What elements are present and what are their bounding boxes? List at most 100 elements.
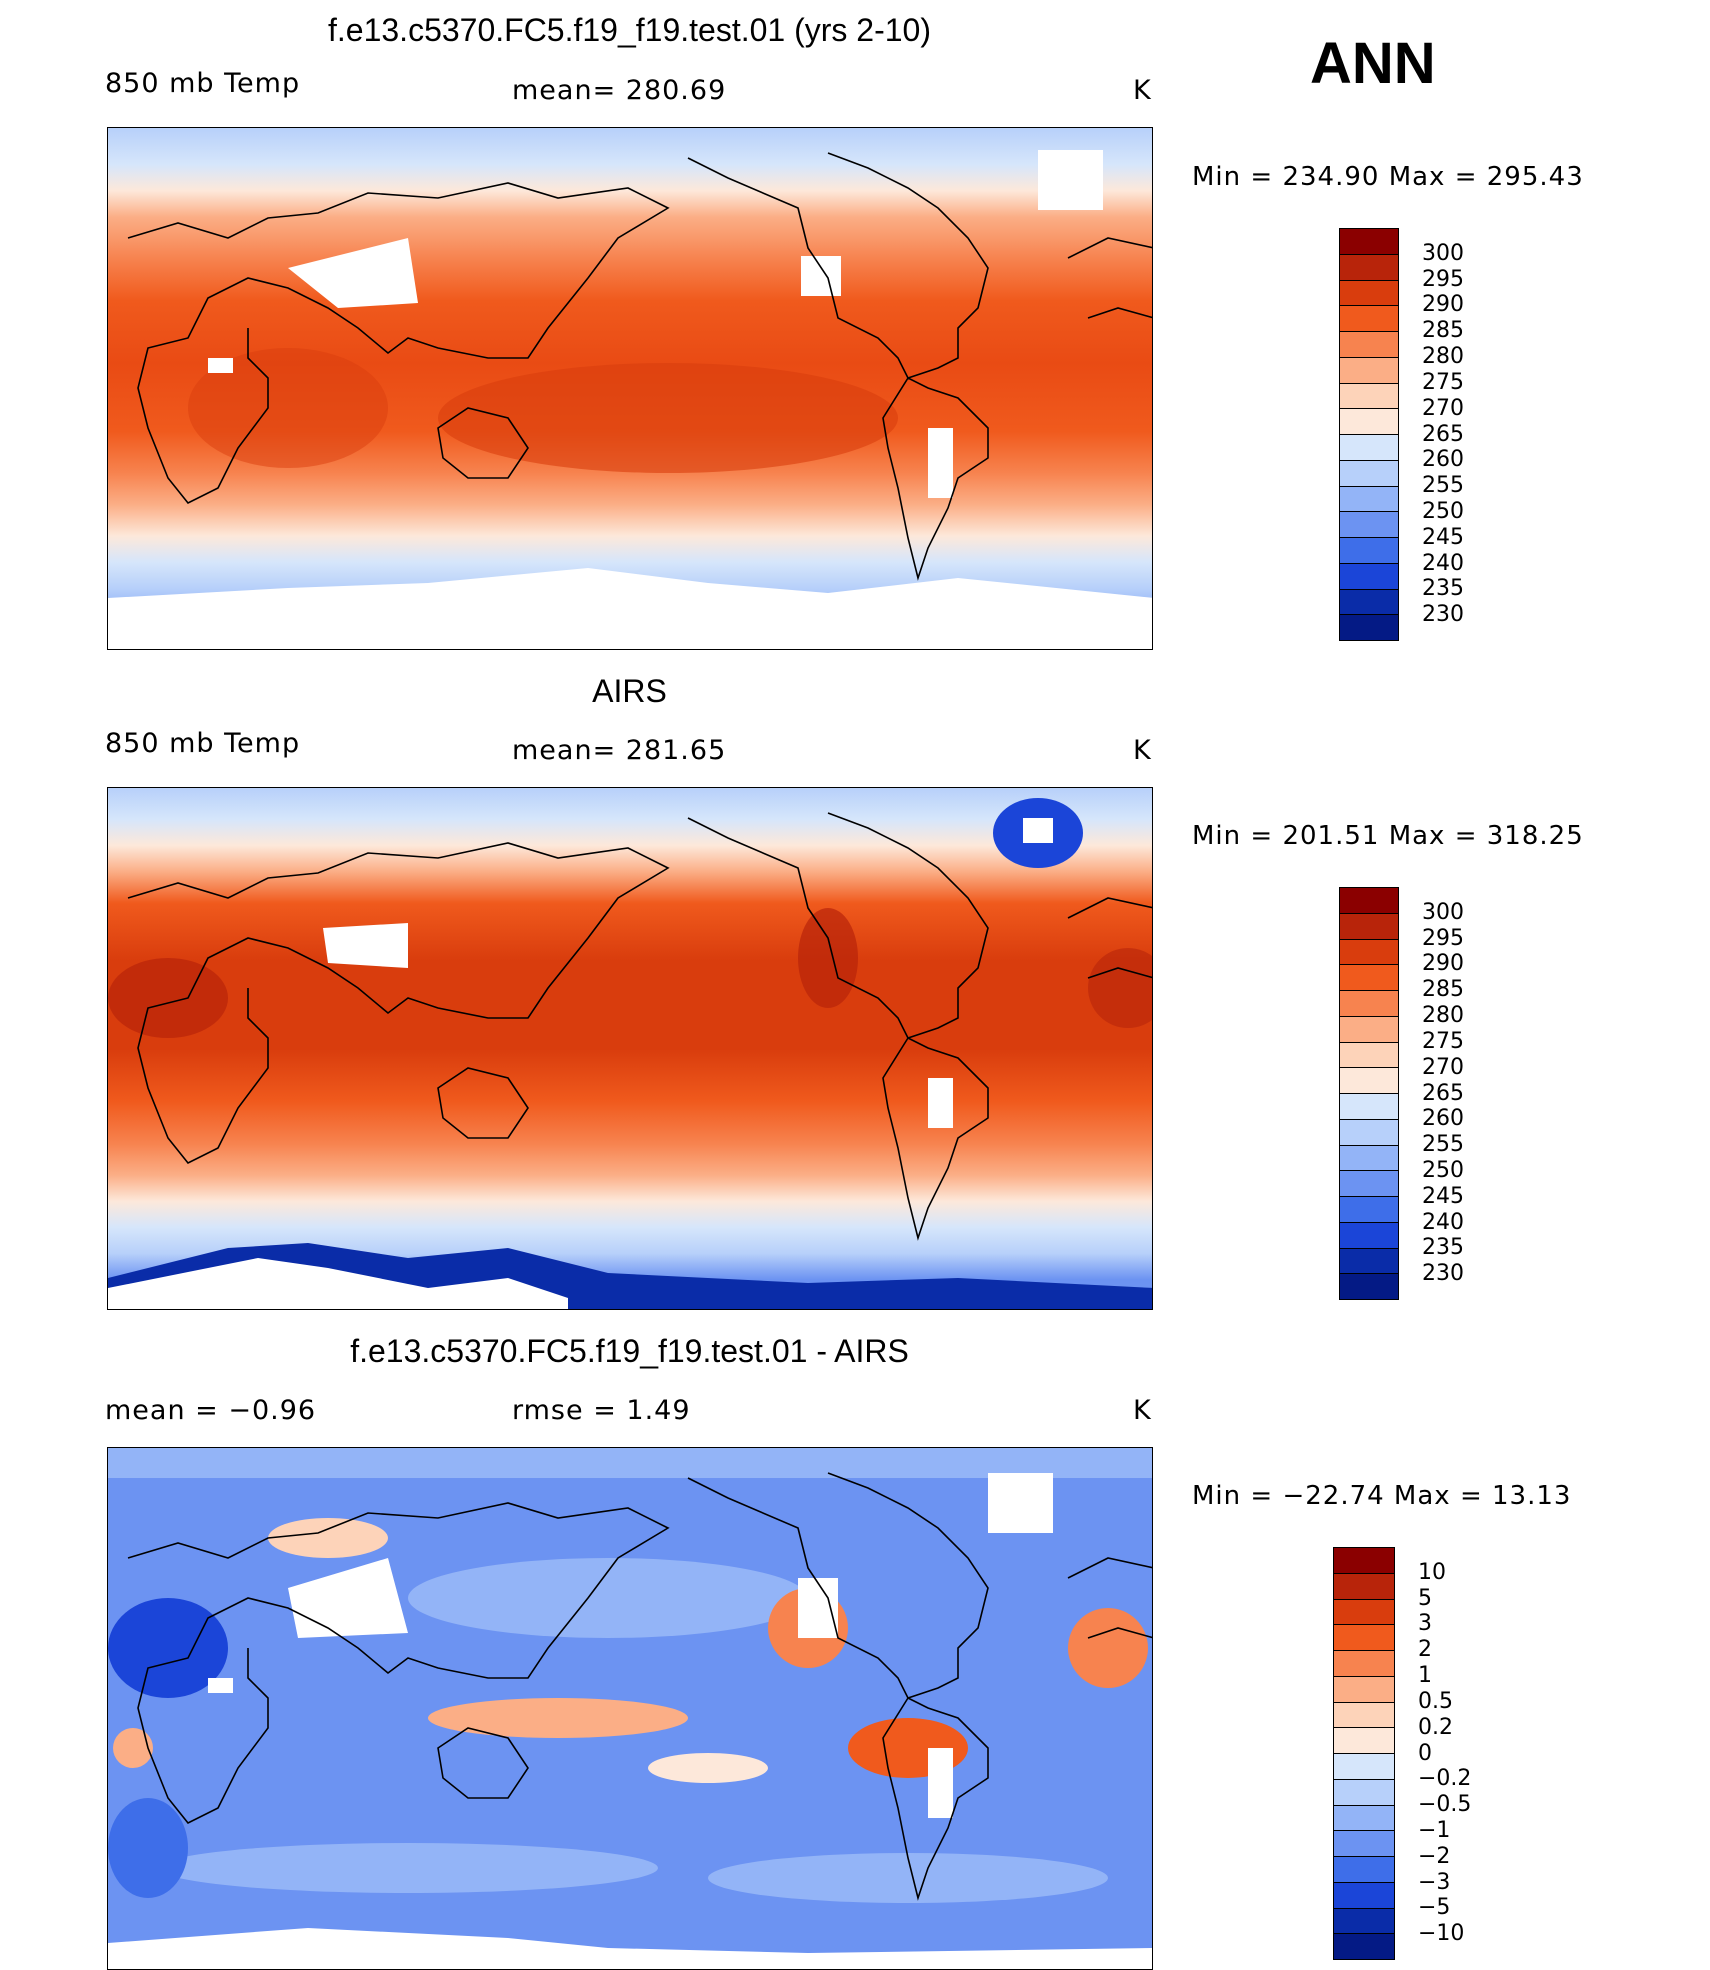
colorbar-swatch <box>1334 1548 1394 1574</box>
colorbar-tick-label: 255 <box>1422 1132 1464 1158</box>
colorbar-swatch <box>1340 306 1398 332</box>
colorbar-tick-label: 250 <box>1422 1157 1464 1183</box>
colorbar-swatch <box>1334 1573 1394 1600</box>
colorbar-tick-label: 1 <box>1418 1663 1432 1689</box>
colorbar-swatch <box>1340 1119 1398 1146</box>
colorbar-tick-label: 300 <box>1422 240 1464 266</box>
panel-3-rmse-label: rmse = 1.49 <box>512 1395 691 1426</box>
colorbar-swatch <box>1334 1625 1394 1651</box>
colorbar-tick-label: 280 <box>1422 344 1464 370</box>
colorbar-tick-label: 2 <box>1418 1637 1432 1663</box>
colorbar-swatch <box>1340 1248 1398 1275</box>
colorbar-swatch <box>1334 1702 1394 1729</box>
colorbar-tick-label: 245 <box>1422 1183 1464 1209</box>
panel-1-variable-label: 850 mb Temp <box>105 68 301 99</box>
colorbar-swatch <box>1334 1779 1394 1806</box>
colorbar-tick-label: 255 <box>1422 473 1464 499</box>
colorbar-swatch <box>1340 991 1398 1017</box>
colorbar-swatch <box>1334 1599 1394 1626</box>
colorbar-tick-label: 240 <box>1422 1209 1464 1235</box>
colorbar-tick-label: 290 <box>1422 292 1464 318</box>
colorbar-tick-label: 0.2 <box>1418 1714 1453 1740</box>
colorbar-tick-label: 280 <box>1422 1003 1464 1029</box>
colorbar-tick-label: −3 <box>1418 1869 1451 1895</box>
colorbar-swatch <box>1334 1831 1394 1857</box>
colorbar-tick-label: −0.5 <box>1418 1792 1472 1818</box>
colorbar-tick-label: 285 <box>1422 318 1464 344</box>
colorbar-swatch <box>1340 460 1398 487</box>
colorbar-swatch <box>1340 280 1398 307</box>
colorbar-swatch <box>1340 939 1398 966</box>
colorbar-swatch <box>1340 1016 1398 1043</box>
season-label: ANN <box>1310 31 1436 96</box>
colorbar-swatch <box>1340 563 1398 590</box>
colorbar-tick-label: 240 <box>1422 550 1464 576</box>
colorbar-swatch <box>1340 512 1398 538</box>
colorbar-swatch <box>1340 435 1398 461</box>
colorbar-tick-label: 245 <box>1422 524 1464 550</box>
panel-1-colorbar <box>1339 228 1399 641</box>
panel-1-mean-label: mean= 280.69 <box>512 75 727 106</box>
colorbar-swatch <box>1334 1882 1394 1909</box>
colorbar-tick-label: 260 <box>1422 447 1464 473</box>
colorbar-swatch <box>1334 1754 1394 1780</box>
colorbar-swatch <box>1340 1197 1398 1223</box>
colorbar-tick-label: 290 <box>1422 951 1464 977</box>
colorbar-tick-label: 275 <box>1422 369 1464 395</box>
colorbar-tick-label: 5 <box>1418 1585 1432 1611</box>
panel-2-minmax: Min = 201.51 Max = 318.25 <box>1192 821 1584 851</box>
colorbar-tick-label: 275 <box>1422 1028 1464 1054</box>
panel-1-units-label: K <box>1133 75 1152 106</box>
colorbar-tick-label: 260 <box>1422 1106 1464 1132</box>
colorbar-tick-label: 300 <box>1422 899 1464 925</box>
colorbar-swatch <box>1340 1222 1398 1249</box>
panel-2-title: AIRS <box>592 673 667 709</box>
colorbar-swatch <box>1334 1805 1394 1832</box>
colorbar-swatch <box>1340 1068 1398 1094</box>
colorbar-tick-label: 295 <box>1422 925 1464 951</box>
colorbar-swatch <box>1340 383 1398 410</box>
panel-2-map <box>107 787 1153 1310</box>
colorbar-tick-label: −1 <box>1418 1817 1451 1843</box>
colorbar-tick-label: 3 <box>1418 1611 1432 1637</box>
colorbar-tick-label: 230 <box>1422 602 1464 628</box>
colorbar-tick-label: −0.2 <box>1418 1766 1472 1792</box>
panel-3-map <box>107 1447 1153 1970</box>
colorbar-swatch <box>1340 486 1398 513</box>
colorbar-swatch <box>1334 1857 1394 1883</box>
colorbar-tick-label: 270 <box>1422 395 1464 421</box>
colorbar-tick-label: 0.5 <box>1418 1688 1453 1714</box>
colorbar-swatch <box>1340 357 1398 384</box>
colorbar-swatch <box>1340 615 1398 640</box>
panel-2-variable-label: 850 mb Temp <box>105 728 301 759</box>
colorbar-swatch <box>1334 1728 1394 1754</box>
colorbar-swatch <box>1340 965 1398 991</box>
colorbar-swatch <box>1340 589 1398 616</box>
colorbar-tick-label: −10 <box>1418 1921 1465 1947</box>
colorbar-swatch <box>1340 1094 1398 1120</box>
panel-3-mean-label: mean = −0.96 <box>105 1395 317 1426</box>
colorbar-tick-label: 0 <box>1418 1740 1432 1766</box>
colorbar-tick-label: −5 <box>1418 1895 1451 1921</box>
colorbar-swatch <box>1340 888 1398 914</box>
panel-1-map <box>107 127 1153 650</box>
colorbar-tick-label: 235 <box>1422 576 1464 602</box>
colorbar-swatch <box>1340 1145 1398 1172</box>
colorbar-swatch <box>1340 1042 1398 1069</box>
colorbar-tick-label: −2 <box>1418 1843 1451 1869</box>
colorbar-swatch <box>1340 913 1398 940</box>
colorbar-swatch <box>1334 1676 1394 1703</box>
panel-3-title: f.e13.c5370.FC5.f19_f19.test.01 - AIRS <box>350 1333 909 1369</box>
colorbar-tick-label: 230 <box>1422 1261 1464 1287</box>
colorbar-swatch <box>1340 332 1398 358</box>
colorbar-swatch <box>1334 1908 1394 1935</box>
colorbar-tick-label: 295 <box>1422 266 1464 292</box>
panel-3-units-label: K <box>1133 1395 1152 1426</box>
colorbar-swatch <box>1334 1934 1394 1959</box>
colorbar-swatch <box>1334 1651 1394 1677</box>
colorbar-swatch <box>1340 538 1398 564</box>
panel-3-colorbar <box>1333 1547 1395 1960</box>
colorbar-swatch <box>1340 254 1398 281</box>
colorbar-tick-label: 270 <box>1422 1054 1464 1080</box>
panel-1-title: f.e13.c5370.FC5.f19_f19.test.01 (yrs 2-1… <box>328 12 931 48</box>
